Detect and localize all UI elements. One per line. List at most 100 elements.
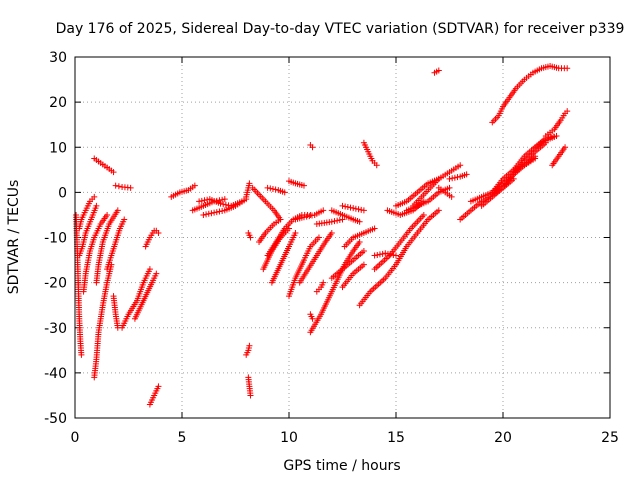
data-point bbox=[309, 315, 316, 322]
plot-frame bbox=[74, 56, 611, 419]
data-point bbox=[114, 207, 121, 214]
data-point bbox=[201, 197, 208, 204]
data-point bbox=[112, 182, 119, 189]
data-point bbox=[303, 213, 310, 220]
data-point bbox=[435, 67, 442, 74]
data-point bbox=[269, 185, 276, 192]
y-tick-label: -40 bbox=[44, 366, 67, 382]
data-point bbox=[264, 184, 271, 191]
data-point bbox=[153, 227, 160, 234]
y-tick-label: 0 bbox=[58, 185, 67, 201]
data-point bbox=[198, 197, 205, 204]
data-point bbox=[564, 108, 571, 115]
data-point bbox=[219, 196, 226, 203]
data-point bbox=[219, 207, 226, 214]
data-point bbox=[347, 204, 354, 211]
data-point bbox=[93, 202, 100, 209]
data-point bbox=[463, 171, 470, 178]
data-point bbox=[320, 207, 327, 214]
data-point bbox=[205, 210, 212, 217]
data-point bbox=[342, 203, 349, 210]
data-point bbox=[387, 251, 394, 258]
data-point bbox=[545, 134, 552, 141]
data-point bbox=[371, 225, 378, 232]
y-tick-label: -50 bbox=[44, 411, 67, 427]
data-point bbox=[91, 193, 98, 200]
data-point bbox=[356, 239, 363, 246]
data-point bbox=[564, 65, 571, 72]
data-point bbox=[334, 217, 341, 224]
chart-title: Day 176 of 2025, Sidereal Day-to-day VTE… bbox=[56, 21, 625, 37]
data-point bbox=[371, 252, 378, 259]
data-point bbox=[196, 198, 203, 205]
data-point bbox=[220, 201, 227, 208]
data-point bbox=[320, 279, 327, 286]
data-point bbox=[213, 209, 220, 216]
data-point bbox=[379, 250, 386, 257]
data-point bbox=[292, 229, 299, 236]
data-point bbox=[548, 134, 555, 141]
data-point bbox=[451, 174, 458, 181]
grid-lines bbox=[75, 57, 610, 418]
data-point bbox=[267, 185, 274, 192]
data-point bbox=[352, 205, 359, 212]
data-point bbox=[532, 155, 539, 162]
data-point bbox=[449, 175, 456, 182]
data-point bbox=[448, 193, 455, 200]
data-point bbox=[542, 135, 549, 142]
data-point bbox=[217, 200, 224, 207]
data-point bbox=[286, 225, 292, 232]
data-point bbox=[211, 209, 218, 216]
data-point bbox=[208, 210, 215, 217]
data-point bbox=[247, 392, 254, 399]
data-point bbox=[146, 266, 153, 273]
data-point bbox=[356, 218, 363, 225]
data-point bbox=[328, 218, 335, 225]
data-point bbox=[457, 162, 464, 169]
y-axis-label: SDTVAR / TECUs bbox=[6, 180, 22, 295]
data-point bbox=[358, 206, 365, 213]
data-point bbox=[373, 162, 380, 169]
data-point bbox=[110, 169, 117, 176]
data-point bbox=[435, 207, 442, 214]
data-point bbox=[315, 234, 322, 241]
data-point bbox=[454, 174, 461, 181]
y-tick-label: 30 bbox=[49, 50, 67, 66]
data-point bbox=[121, 216, 128, 223]
data-point bbox=[562, 144, 569, 151]
x-axis-label: GPS time / hours bbox=[283, 458, 400, 474]
data-point bbox=[390, 251, 397, 258]
data-point bbox=[191, 182, 198, 189]
x-tick-label: 0 bbox=[71, 430, 80, 446]
x-tick-label: 5 bbox=[178, 430, 187, 446]
data-point bbox=[376, 251, 383, 258]
y-tick-label: -30 bbox=[44, 321, 67, 337]
data-point bbox=[221, 196, 228, 203]
y-tick-label: -10 bbox=[44, 231, 67, 247]
data-point bbox=[309, 144, 316, 151]
data-point bbox=[246, 180, 253, 187]
data-point bbox=[104, 211, 111, 218]
x-tick-label: 25 bbox=[601, 430, 619, 446]
data-point bbox=[281, 189, 288, 196]
data-point bbox=[360, 207, 367, 214]
data-point bbox=[246, 342, 253, 349]
data-point bbox=[384, 250, 391, 257]
data-point bbox=[238, 198, 245, 205]
data-point bbox=[393, 252, 399, 259]
data-point bbox=[203, 211, 210, 218]
data-point bbox=[127, 184, 134, 191]
data-point bbox=[360, 261, 367, 268]
data-point bbox=[344, 204, 351, 211]
data-point bbox=[114, 324, 121, 331]
data-point bbox=[306, 213, 313, 220]
data-point bbox=[200, 211, 207, 218]
data-point bbox=[355, 206, 362, 213]
data-point bbox=[155, 383, 162, 390]
data-point bbox=[339, 202, 346, 209]
y-tick-label: -20 bbox=[44, 276, 67, 292]
data-point bbox=[153, 270, 160, 277]
y-tick-label: 10 bbox=[49, 140, 67, 156]
data-point bbox=[300, 214, 307, 221]
